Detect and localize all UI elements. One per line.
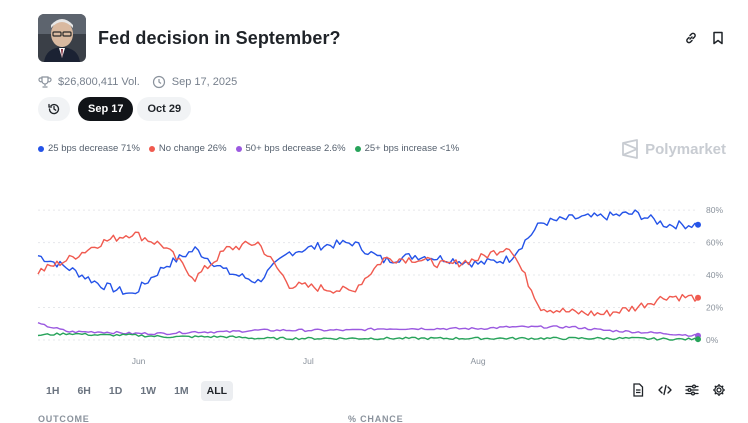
end-date-text: Sep 17, 2025	[171, 76, 238, 88]
gear-icon[interactable]	[712, 383, 726, 397]
document-icon[interactable]	[631, 383, 645, 397]
market-meta: $26,800,411 Vol. Sep 17, 2025	[38, 74, 237, 90]
market-title: Fed decision in September?	[98, 28, 341, 48]
y-tick-label: 0%	[706, 335, 719, 345]
chart-tools	[631, 383, 726, 397]
link-icon[interactable]	[682, 29, 700, 47]
range-1w[interactable]: 1W	[140, 385, 157, 397]
chart-legend: 25 bps decrease 71% No change 26% 50+ bp…	[38, 143, 459, 154]
legend-item: 50+ bps decrease 2.6%	[235, 143, 346, 154]
legend-dot	[148, 145, 155, 152]
y-tick-label: 40%	[706, 270, 723, 280]
history-icon[interactable]	[38, 97, 70, 121]
series-end-point	[695, 336, 701, 343]
chance-column-header[interactable]: % CHANCE	[348, 414, 404, 423]
brand-name: Polymarket	[645, 140, 726, 158]
legend-label: 50+ bps decrease 2.6%	[245, 143, 346, 154]
y-tick-label: 20%	[706, 303, 723, 313]
range-1d[interactable]: 1D	[108, 385, 123, 397]
legend-item: No change 26%	[148, 143, 227, 154]
tab-oct-29[interactable]: Oct 29	[137, 97, 192, 121]
legend-label: 25+ bps increase <1%	[364, 143, 460, 154]
range-6h[interactable]: 6H	[77, 385, 91, 397]
y-tick-label: 60%	[706, 238, 723, 248]
series-line	[37, 231, 699, 317]
clock-icon	[152, 75, 166, 89]
legend-dot	[38, 145, 44, 152]
legend-item: 25+ bps increase <1%	[354, 143, 460, 154]
trophy-icon	[38, 75, 52, 89]
legend-dot	[354, 145, 361, 152]
y-tick-label: 80%	[706, 205, 723, 215]
market-header: Fed decision in September?	[38, 14, 728, 62]
range-all[interactable]: ALL	[200, 381, 234, 401]
market-image	[38, 14, 86, 62]
bookmark-icon[interactable]	[709, 29, 727, 47]
price-history-chart[interactable]: 80% 60% 40% 20% 0% Jun Jul Aug	[0, 180, 748, 376]
range-1m[interactable]: 1M	[174, 385, 189, 397]
x-tick-label: Jun	[132, 356, 146, 366]
volume-text: $26,800,411 Vol.	[58, 76, 140, 88]
outcome-column-header: OUTCOME	[38, 414, 90, 423]
tab-sep-17[interactable]: Sep 17	[78, 97, 134, 121]
legend-item: 25 bps decrease 71%	[38, 143, 140, 154]
legend-label: No change 26%	[158, 143, 227, 154]
series-line	[37, 332, 699, 341]
series-line	[37, 322, 699, 337]
sliders-icon[interactable]	[685, 383, 699, 397]
x-tick-label: Aug	[470, 356, 485, 366]
series-end-point	[695, 221, 701, 228]
polymarket-logo: Polymarket	[621, 139, 726, 159]
series-end-point	[695, 294, 701, 301]
code-icon[interactable]	[658, 383, 672, 397]
time-range-selector: 1H 6H 1D 1W 1M ALL	[40, 381, 234, 401]
series-line	[37, 209, 699, 295]
legend-dot	[235, 145, 242, 152]
range-1h[interactable]: 1H	[46, 385, 60, 397]
legend-label: 25 bps decrease 71%	[48, 143, 140, 154]
x-tick-label: Jul	[303, 356, 314, 366]
date-tabs: Sep 17 Oct 29	[38, 97, 192, 121]
